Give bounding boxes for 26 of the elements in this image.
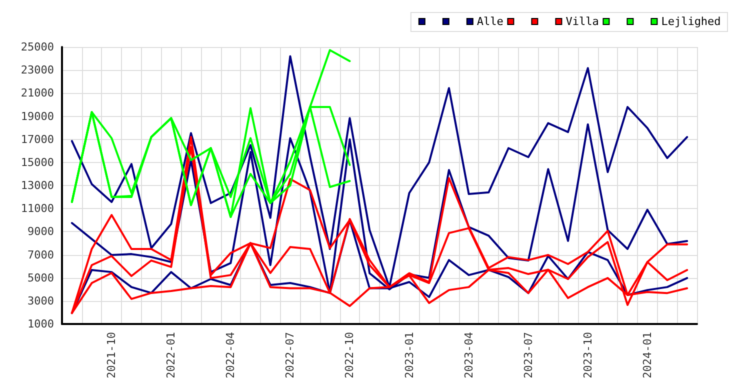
x-tick-label: 2021-10 [105, 332, 118, 378]
x-tick-label: 2022-07 [284, 332, 297, 378]
x-tick-label: 2022-01 [164, 332, 178, 378]
x-tick-label: 2022-10 [343, 332, 356, 378]
y-tick-label: 23000 [20, 64, 54, 77]
y-tick-label: 1000 [28, 318, 54, 330]
y-tick-label: 21000 [20, 86, 54, 100]
x-tick-label: 2023-01 [402, 332, 416, 378]
y-tick-label: 11000 [20, 202, 54, 216]
x-tick-label: 2023-04 [462, 332, 476, 378]
y-tick-label: 17000 [20, 132, 54, 146]
y-tick-label: 25000 [20, 40, 54, 54]
y-tick-label: 15000 [20, 156, 54, 169]
x-tick-label: 2022-04 [224, 332, 238, 378]
y-tick-label: 3000 [28, 294, 54, 308]
y-tick-label: 19000 [20, 110, 54, 123]
x-tick-label: 2023-10 [581, 332, 594, 378]
legend-label: Lejlighed [661, 15, 721, 28]
y-tick-label: 7000 [28, 248, 54, 262]
x-tick-label: 2023-07 [522, 332, 535, 378]
legend-label: Alle [476, 15, 504, 28]
legend-label: Villa [566, 15, 599, 28]
x-tick-label: 2024-01 [640, 332, 654, 378]
y-tick-label: 5000 [28, 271, 54, 284]
y-tick-label: 9000 [28, 225, 54, 238]
y-tick-label: 13000 [20, 179, 54, 192]
